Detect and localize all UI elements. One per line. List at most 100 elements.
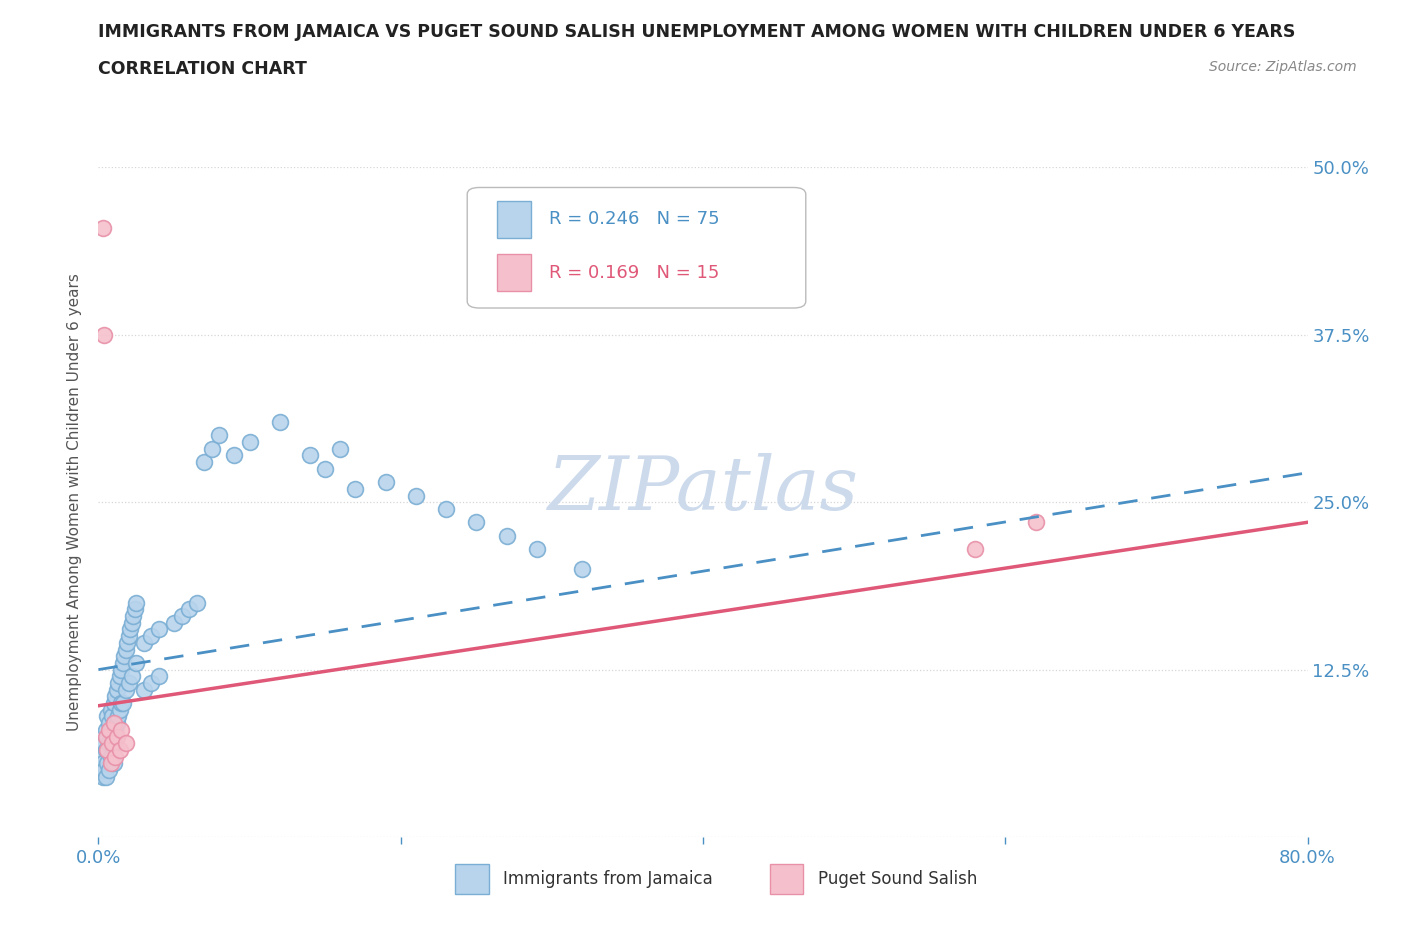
Point	[107, 675, 129, 690]
Point	[374, 474, 396, 489]
Point	[94, 729, 117, 744]
Point	[118, 675, 141, 690]
Point	[100, 702, 122, 717]
Bar	[456, 864, 489, 894]
Point	[94, 742, 117, 757]
Point	[193, 455, 215, 470]
Point	[239, 434, 262, 449]
Point	[110, 662, 132, 677]
Point	[96, 709, 118, 724]
Point	[98, 736, 121, 751]
Point	[93, 327, 115, 342]
Bar	[769, 864, 803, 894]
Point	[98, 763, 121, 777]
Point	[103, 696, 125, 711]
Point	[96, 729, 118, 744]
Point	[91, 756, 114, 771]
Point	[91, 220, 114, 235]
Point	[101, 709, 124, 724]
Point	[526, 541, 548, 556]
Point	[148, 622, 170, 637]
Point	[124, 602, 146, 617]
Point	[186, 595, 208, 610]
Point	[201, 441, 224, 456]
Point	[105, 683, 128, 698]
Point	[108, 702, 131, 717]
Point	[93, 763, 115, 777]
Point	[141, 629, 163, 644]
Y-axis label: Unemployment Among Women with Children Under 6 years: Unemployment Among Women with Children U…	[67, 273, 83, 731]
Point	[90, 750, 112, 764]
Text: ZIPatlas: ZIPatlas	[547, 453, 859, 525]
Point	[101, 736, 124, 751]
Point	[114, 736, 136, 751]
Point	[118, 629, 141, 644]
Point	[107, 709, 129, 724]
Point	[208, 428, 231, 443]
Text: Immigrants from Jamaica: Immigrants from Jamaica	[503, 870, 713, 888]
Point	[405, 488, 427, 503]
Point	[111, 656, 134, 671]
Point	[115, 635, 138, 650]
Bar	[498, 201, 531, 238]
Point	[141, 675, 163, 690]
Point	[112, 649, 135, 664]
Point	[111, 696, 134, 711]
Point	[224, 448, 246, 463]
Text: IMMIGRANTS FROM JAMAICA VS PUGET SOUND SALISH UNEMPLOYMENT AMONG WOMEN WITH CHIL: IMMIGRANTS FROM JAMAICA VS PUGET SOUND S…	[98, 23, 1296, 41]
Point	[105, 716, 128, 731]
Point	[434, 501, 457, 516]
Text: Puget Sound Salish: Puget Sound Salish	[818, 870, 977, 888]
Point	[170, 608, 193, 623]
Point	[329, 441, 352, 456]
Point	[104, 750, 127, 764]
Point	[96, 756, 118, 771]
Point	[98, 716, 121, 731]
Point	[94, 723, 117, 737]
Point	[93, 736, 115, 751]
Point	[179, 602, 201, 617]
Point	[120, 622, 142, 637]
Point	[103, 716, 125, 731]
Point	[344, 482, 367, 497]
Point	[163, 616, 186, 631]
Point	[121, 616, 143, 631]
Point	[465, 515, 488, 530]
Text: CORRELATION CHART: CORRELATION CHART	[98, 60, 308, 78]
Point	[103, 756, 125, 771]
Point	[122, 608, 145, 623]
FancyBboxPatch shape	[467, 188, 806, 308]
Point	[114, 683, 136, 698]
Point	[114, 642, 136, 657]
Point	[100, 723, 122, 737]
Point	[94, 769, 117, 784]
Point	[100, 756, 122, 771]
Point	[110, 723, 132, 737]
Text: R = 0.246   N = 75: R = 0.246 N = 75	[550, 210, 720, 228]
Point	[132, 683, 155, 698]
Point	[495, 528, 517, 543]
Point	[269, 415, 291, 430]
Point	[314, 461, 336, 476]
Text: Source: ZipAtlas.com: Source: ZipAtlas.com	[1209, 60, 1357, 74]
Point	[96, 742, 118, 757]
Point	[91, 769, 114, 784]
Point	[100, 750, 122, 764]
Point	[571, 562, 593, 577]
Point	[105, 729, 128, 744]
Point	[101, 736, 124, 751]
Bar	[498, 255, 531, 291]
Point	[103, 716, 125, 731]
Point	[965, 541, 987, 556]
Point	[132, 635, 155, 650]
Point	[103, 736, 125, 751]
Point	[1024, 515, 1046, 530]
Text: R = 0.169   N = 15: R = 0.169 N = 15	[550, 264, 720, 282]
Point	[299, 448, 322, 463]
Point	[125, 595, 148, 610]
Point	[108, 669, 131, 684]
Point	[104, 723, 127, 737]
Point	[148, 669, 170, 684]
Point	[110, 696, 132, 711]
Point	[121, 669, 143, 684]
